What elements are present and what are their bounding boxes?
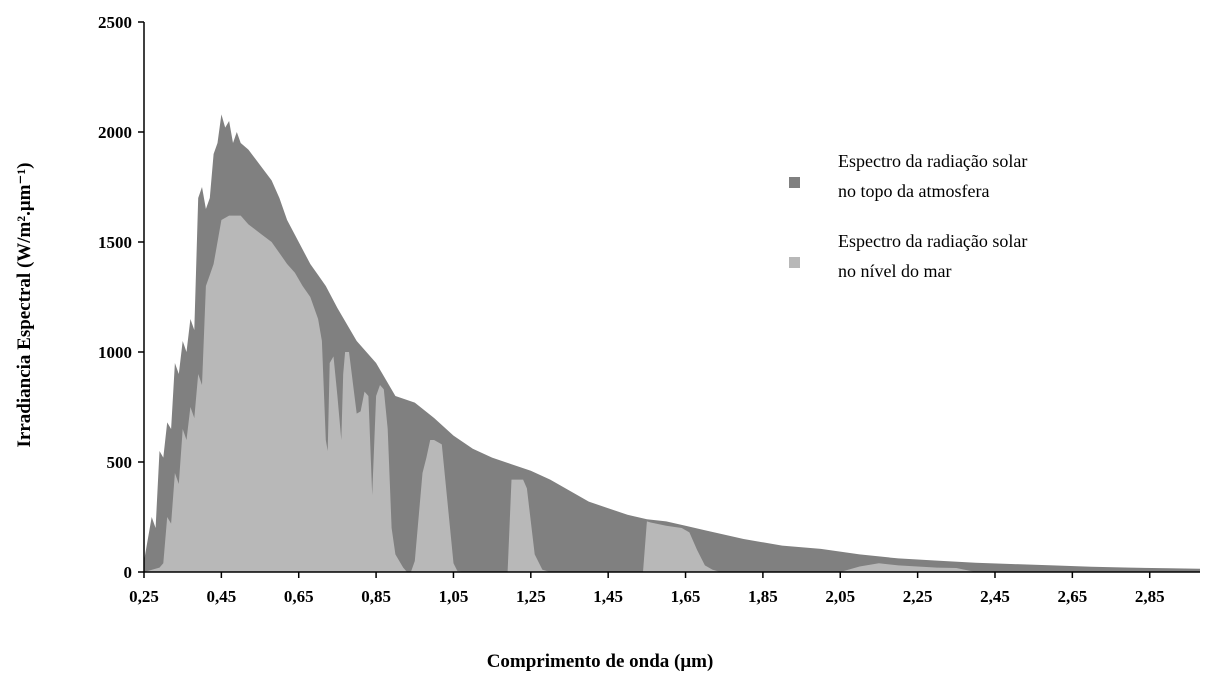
x-tick-label: 2,45 <box>980 587 1010 606</box>
y-axis-title: Irradiancia Espectral (W/m².μm⁻¹) <box>14 163 35 448</box>
y-tick-labels: 0 500 1000 1500 2000 2500 <box>98 13 144 582</box>
x-tick-label: 0,45 <box>206 587 236 606</box>
x-tick-label: 0,25 <box>129 587 159 606</box>
x-tick-label: 1,05 <box>439 587 469 606</box>
x-tick-label: 2,65 <box>1057 587 1087 606</box>
y-tick-label: 1500 <box>98 233 132 252</box>
x-axis-title: Comprimento de onda (μm) <box>487 651 714 672</box>
axes <box>143 22 1200 573</box>
x-tick-labels: 0,25 0,45 0,65 0,85 1,05 1,25 1,45 1,65 1,85 2,05… <box>129 572 1165 606</box>
x-tick-label: 2,85 <box>1135 587 1165 606</box>
legend-label-1: Espectro da radiação solar <box>838 151 1027 171</box>
x-tick-label: 1,45 <box>593 587 623 606</box>
x-tick-label: 1,65 <box>671 587 701 606</box>
x-tick-label: 2,05 <box>825 587 855 606</box>
legend-swatch-1 <box>789 177 800 188</box>
y-tick-label: 2500 <box>98 13 132 32</box>
x-tick-label: 0,65 <box>284 587 314 606</box>
x-tick-label: 2,25 <box>903 587 933 606</box>
legend-label-2: Espectro da radiação solar <box>838 231 1027 251</box>
x-tick-label: 0,85 <box>361 587 391 606</box>
x-tick-label: 1,25 <box>516 587 546 606</box>
legend: Espectro da radiação solar no topo da atm… <box>789 151 1027 281</box>
series-area-2 <box>144 215 1200 572</box>
series-areas <box>144 114 1200 573</box>
y-tick-label: 2000 <box>98 123 132 142</box>
legend-label-1: no topo da atmosfera <box>838 181 989 201</box>
y-tick-label: 0 <box>124 563 133 582</box>
legend-swatch-2 <box>789 257 800 268</box>
y-tick-label: 500 <box>107 453 133 472</box>
x-tick-label: 1,85 <box>748 587 778 606</box>
series-area-1 <box>144 114 1200 573</box>
y-tick-label: 1000 <box>98 343 132 362</box>
legend-label-2: no nível do mar <box>838 261 951 281</box>
